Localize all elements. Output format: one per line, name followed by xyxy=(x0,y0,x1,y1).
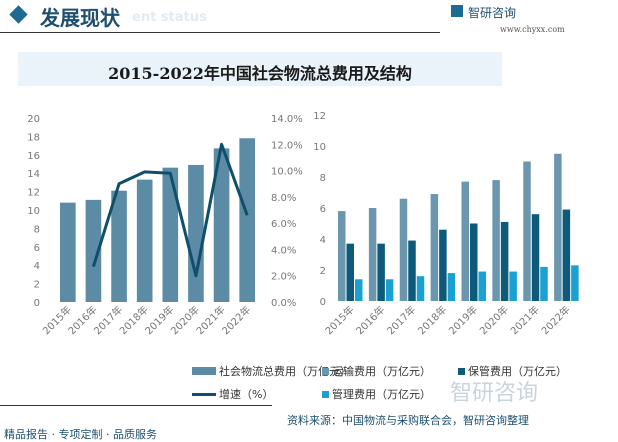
y-tick-label: 8 xyxy=(34,224,40,235)
bar-admin xyxy=(385,279,394,301)
legend-label: 运输费用（万亿元） xyxy=(332,365,431,378)
y2-tick-label: 14.0% xyxy=(271,114,303,125)
bar-total xyxy=(162,167,179,302)
y2-tick-label: 8.0% xyxy=(271,193,296,204)
y-tick-label: 10 xyxy=(27,206,40,217)
x-tick-label: 2015年 xyxy=(322,303,356,337)
bar-transport xyxy=(368,208,377,301)
footer-slogan: 精品报告 · 专项定制 · 品质服务 xyxy=(4,428,157,441)
x-tick-label: 2018年 xyxy=(415,303,449,337)
bar-transport xyxy=(430,194,439,301)
x-tick-label: 2019年 xyxy=(446,303,480,337)
bar-storage xyxy=(531,214,540,301)
y2-tick-label: 10.0% xyxy=(271,167,303,178)
legend-label: 管理费用（万亿元） xyxy=(332,388,431,401)
x-tick-label: 2021年 xyxy=(508,303,542,337)
y-tick-label: 16 xyxy=(27,151,40,162)
y-tick-label: 2 xyxy=(34,280,40,291)
bar-storage xyxy=(470,223,478,301)
bar-admin xyxy=(571,265,579,301)
bar-transport xyxy=(523,161,531,301)
bar-transport xyxy=(338,211,346,301)
x-tick-label: 2017年 xyxy=(384,303,418,337)
bar-transport xyxy=(492,180,500,301)
bar-storage xyxy=(562,209,571,301)
y-tick-label: 0 xyxy=(320,297,326,308)
legend-total: 社会物流总费用（万亿元） xyxy=(192,363,351,379)
y2-tick-label: 6.0% xyxy=(271,219,296,230)
legend-storage: 保管费用（万亿元） xyxy=(458,363,567,379)
bar-transport xyxy=(554,153,562,301)
bar-total xyxy=(213,148,230,302)
bar-storage xyxy=(439,229,447,301)
bar-admin xyxy=(478,271,486,301)
legend-swatch xyxy=(192,392,216,396)
bar-storage xyxy=(377,243,385,301)
y2-tick-label: 4.0% xyxy=(271,245,296,256)
y-tick-label: 4 xyxy=(34,261,40,272)
source-note: 资料来源：中国物流与采购联合会，智研咨询整理 xyxy=(287,414,529,427)
bar-transport xyxy=(399,198,408,301)
legend-label: 增速（%） xyxy=(219,388,274,401)
legend-label: 保管费用（万亿元） xyxy=(468,365,567,378)
legend-swatch xyxy=(322,367,329,375)
header-title: 发展现状 xyxy=(40,6,120,30)
y-tick-label: 14 xyxy=(27,169,40,180)
bar-admin xyxy=(416,276,425,301)
bar-total xyxy=(188,164,204,302)
bar-storage xyxy=(346,243,354,301)
y2-tick-label: 0.0% xyxy=(271,298,296,309)
y-tick-label: 4 xyxy=(320,235,326,246)
bar-admin xyxy=(355,279,363,301)
y-tick-label: 2 xyxy=(320,266,326,277)
bar-storage xyxy=(500,221,509,301)
y2-tick-label: 12.0% xyxy=(271,140,303,151)
legend-admin: 管理费用（万亿元） xyxy=(322,386,431,402)
brand-logo-icon xyxy=(451,5,463,17)
legend-swatch xyxy=(458,367,465,375)
bar-admin xyxy=(447,273,456,301)
bar-total xyxy=(60,202,76,302)
legend-label: 社会物流总费用（万亿元） xyxy=(219,365,351,378)
bar-admin xyxy=(540,266,548,301)
line-growth xyxy=(92,142,249,278)
brand-name: 智研咨询 xyxy=(468,6,517,20)
bar-total xyxy=(111,190,127,302)
bar-transport xyxy=(461,181,469,301)
y-tick-label: 12 xyxy=(313,111,326,122)
y-tick-label: 8 xyxy=(320,173,326,184)
x-tick-label: 2020年 xyxy=(477,303,511,337)
brand-url: www.chyxx.com xyxy=(500,25,565,34)
x-tick-label: 2022年 xyxy=(219,303,253,337)
y-tick-label: 6 xyxy=(34,243,40,254)
y-tick-label: 12 xyxy=(27,188,40,199)
title-band xyxy=(18,52,502,86)
y2-tick-label: 2.0% xyxy=(271,272,296,283)
y-tick-label: 6 xyxy=(320,204,326,215)
y-tick-label: 0 xyxy=(34,298,40,309)
bar-total xyxy=(239,138,255,302)
watermark: 智研咨询 xyxy=(450,381,539,406)
header-divider xyxy=(0,32,440,33)
header-subtitle: ent status xyxy=(132,10,207,25)
x-tick-label: 2022年 xyxy=(538,303,572,337)
bar-total xyxy=(85,199,102,302)
chart-title: 2015-2022年中国社会物流总费用及结构 xyxy=(108,64,412,83)
y-tick-label: 20 xyxy=(27,114,40,125)
legend-growth: 增速（%） xyxy=(192,386,273,402)
bar-total xyxy=(136,179,153,302)
legend-swatch xyxy=(192,367,216,375)
y-tick-label: 18 xyxy=(27,132,40,143)
x-tick-label: 2016年 xyxy=(353,303,387,337)
bar-admin xyxy=(509,271,517,301)
y-tick-label: 10 xyxy=(313,142,326,153)
footer-divider xyxy=(0,405,272,406)
legend-swatch xyxy=(322,390,329,398)
legend-transport: 运输费用（万亿元） xyxy=(322,363,431,379)
bar-storage xyxy=(408,240,416,301)
